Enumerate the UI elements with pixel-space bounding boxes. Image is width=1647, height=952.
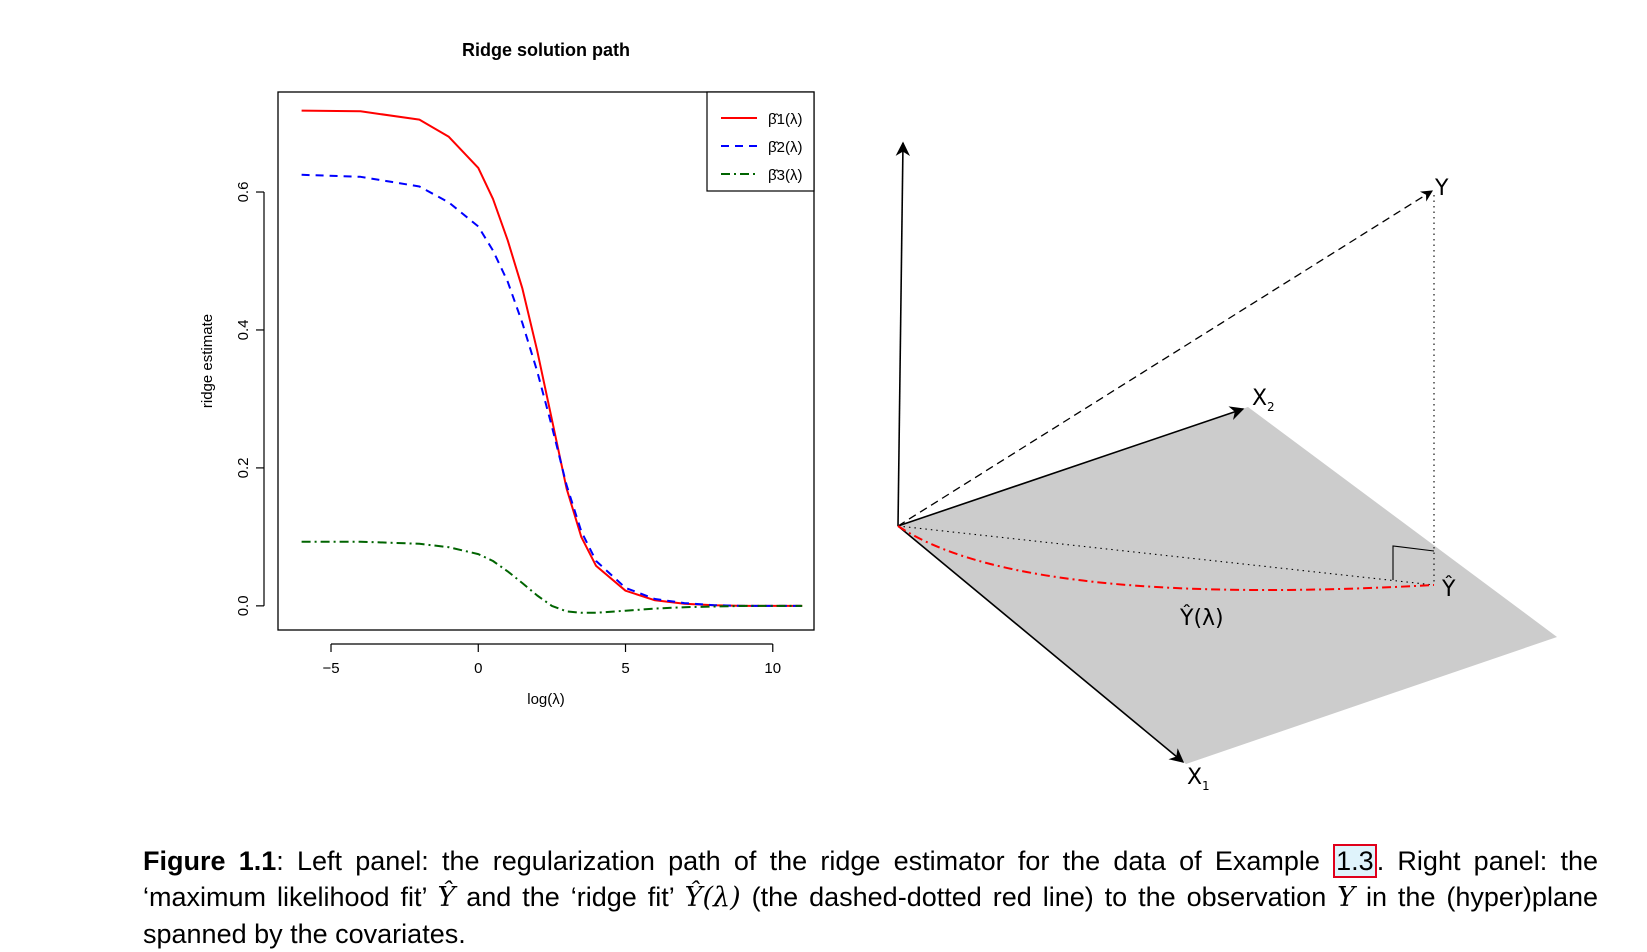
y-tick-label: 0.4	[235, 320, 252, 341]
y-label: Y	[1434, 176, 1449, 201]
y-tick-label: 0.2	[235, 457, 252, 478]
caption-text-1: : Left panel: the regularization path of…	[276, 846, 1334, 876]
x-tick-label: 10	[764, 660, 781, 677]
example-reference-link[interactable]: 1.3	[1333, 844, 1377, 878]
series-layer	[301, 109, 803, 614]
yhat-dotted-line	[897, 525, 1435, 586]
caption-text-2: . Right panel: the ‘maximum likelihood f…	[143, 846, 1598, 912]
x2-subscript: 2	[1267, 400, 1275, 414]
covariate-plane	[898, 407, 1557, 764]
caption-text-4: (the dashed-dotted red line) to the obse…	[740, 882, 1338, 912]
legend-label-beta2: β̂2(λ)	[768, 139, 802, 156]
ridge-fit-path	[897, 525, 1435, 592]
x-tick-label: 0	[474, 660, 482, 677]
x-tick-label: −5	[322, 660, 339, 677]
caption-figure-label: Figure 1.1	[143, 846, 277, 876]
vertical-axis-arrow	[895, 141, 911, 527]
axis-layer: −5 0 5 10 0.0 0.2 0.4 0.6	[235, 182, 781, 677]
chart-title: Ridge solution path	[462, 40, 630, 60]
y-axis-label: ridge estimate	[199, 314, 216, 408]
figure-caption: Figure 1.1: Left panel: the regularizati…	[143, 843, 1598, 952]
x1-label: X	[1187, 765, 1202, 790]
caption-text-3: and the ‘ridge fit’	[455, 882, 685, 912]
legend-label-beta3: β̂3(λ)	[768, 167, 802, 184]
y-tick-label: 0.0	[235, 595, 252, 616]
right-angle-marker	[1392, 545, 1435, 580]
observation-y-arrow	[897, 190, 1433, 527]
x-tick-label: 5	[621, 660, 629, 677]
yhat-label: Ŷ	[1441, 576, 1456, 602]
legend: β̂1(λ) β̂2(λ) β̂3(λ)	[706, 91, 815, 192]
x2-label: X	[1252, 386, 1267, 411]
figure: Ridge solution path −5 0 5 10 0.0 0.2 0.4 0.6 l…	[199, 40, 1557, 793]
yhat-lambda-label: Ŷ(λ)	[1179, 605, 1224, 631]
x-axis-label: log(λ)	[527, 691, 565, 708]
legend-label-beta1: β̂1(λ)	[768, 111, 802, 128]
x1-subscript: 1	[1202, 779, 1210, 793]
caption-math-yhat-lambda: Ŷ(λ)	[684, 882, 741, 913]
x1-axis-arrow	[897, 525, 1185, 763]
series-line-beta3	[301, 540, 803, 614]
ridge-path-chart: Ridge solution path −5 0 5 10 0.0 0.2 0.4 0.6 l…	[199, 40, 815, 708]
caption-math-yhat: Ŷ	[437, 882, 456, 913]
geometry-diagram: Y X 2 X 1 Ŷ Ŷ(λ)	[895, 141, 1557, 793]
series-line-beta2	[301, 173, 803, 607]
plot-frame	[277, 91, 815, 631]
x2-axis-arrow	[897, 406, 1245, 527]
caption-math-y: Y	[1337, 882, 1355, 913]
y-tick-label: 0.6	[235, 182, 252, 203]
